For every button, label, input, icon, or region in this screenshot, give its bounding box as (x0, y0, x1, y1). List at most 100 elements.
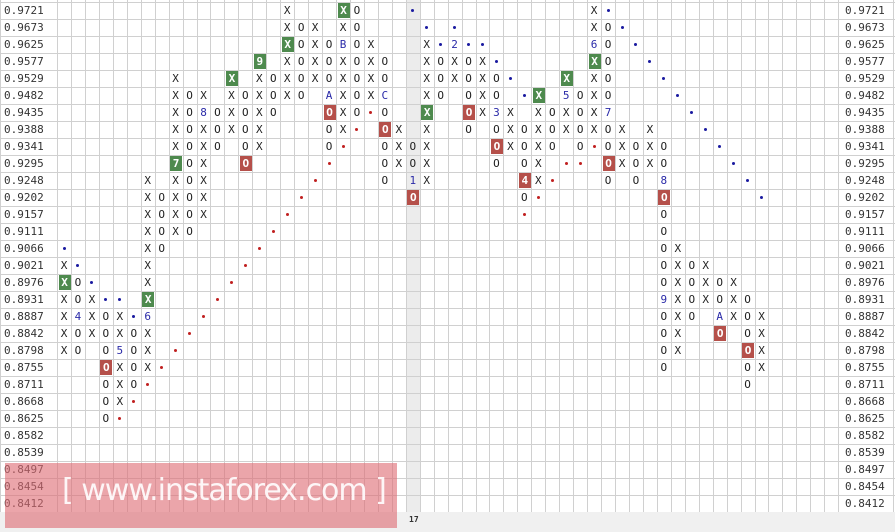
grid-line-h (0, 495, 895, 496)
blue-trend-dot (746, 179, 750, 182)
o-box: O (214, 140, 221, 153)
red-trend-dot (578, 162, 582, 165)
month-marker: 9 (660, 293, 668, 306)
o-box: O (437, 72, 444, 85)
x-box: X (200, 140, 207, 153)
month-marker: C (381, 89, 389, 102)
grid-line-h (0, 121, 895, 122)
grid-line-v (893, 0, 894, 512)
highlighted-o-box: O (463, 105, 476, 120)
month-marker: 1 (409, 174, 417, 187)
x-box: X (702, 276, 709, 289)
grid-line-v (322, 0, 323, 512)
x-box: X (283, 89, 291, 102)
month-marker: 8 (200, 106, 207, 119)
o-box: O (74, 276, 82, 289)
price-label-right: 0.9577 (845, 55, 885, 68)
o-box: O (158, 191, 165, 204)
red-trend-dot (592, 145, 596, 148)
grid-line-v (392, 0, 393, 512)
x-box: X (562, 123, 570, 136)
highlighted-o-box: O (714, 326, 727, 341)
highlighted-o-box: O (407, 190, 420, 205)
x-box: X (144, 327, 151, 340)
grid-line-h (0, 444, 895, 445)
x-box: X (758, 310, 765, 323)
o-box: O (130, 344, 138, 357)
o-box: O (437, 89, 444, 102)
x-box: X (255, 89, 263, 102)
price-label-left: 0.8625 (4, 412, 44, 425)
grid-line-v (378, 0, 379, 512)
o-box: O (74, 293, 82, 306)
price-label-right: 0.8842 (845, 327, 885, 340)
x-box: X (339, 106, 347, 119)
x-box: X (423, 89, 430, 102)
x-box: X (311, 55, 319, 68)
blue-trend-dot (662, 77, 666, 80)
o-box: O (381, 157, 389, 170)
o-box: O (186, 191, 193, 204)
red-trend-dot (132, 400, 136, 403)
grid-line-v (71, 0, 72, 512)
o-box: O (660, 259, 668, 272)
o-box: O (353, 89, 361, 102)
o-box: O (716, 276, 723, 289)
o-box: O (576, 106, 584, 119)
x-box: X (395, 140, 403, 153)
grid-line-h (0, 19, 895, 20)
blue-trend-dot (453, 26, 457, 29)
x-box: X (507, 106, 514, 119)
watermark-logo-text: [ www.instaforex.com ] (62, 473, 387, 508)
grid-line-v (643, 0, 644, 512)
grid-line-v (169, 0, 170, 512)
x-box: X (534, 106, 542, 119)
red-trend-dot (160, 366, 164, 369)
x-box: X (395, 123, 403, 136)
o-box: O (660, 276, 668, 289)
x-box: X (200, 208, 207, 221)
highlighted-x-box: X (421, 105, 434, 120)
red-trend-dot (174, 349, 178, 352)
o-box: O (186, 174, 193, 187)
grid-line-v (517, 0, 518, 512)
grid-line-h (0, 257, 895, 258)
blue-trend-dot (62, 247, 66, 250)
x-box: X (116, 361, 124, 374)
highlighted-x-box: X (58, 275, 71, 290)
month-marker: 7 (604, 106, 612, 119)
grid-line-v (489, 0, 490, 512)
o-box: O (381, 106, 389, 119)
blue-trend-dot (704, 128, 708, 131)
x-box: X (646, 157, 654, 170)
o-box: O (604, 72, 612, 85)
highlighted-o-box: O (602, 156, 615, 171)
o-box: O (242, 106, 249, 119)
month-marker: 5 (116, 344, 124, 357)
x-box: X (60, 327, 68, 340)
x-box: X (172, 191, 179, 204)
price-label-right: 0.8625 (845, 412, 885, 425)
grid-line-h (0, 342, 895, 343)
red-trend-dot (285, 213, 289, 216)
month-marker: 8 (660, 174, 668, 187)
grid-line-h (0, 308, 895, 309)
o-box: O (688, 259, 696, 272)
o-box: O (353, 55, 361, 68)
x-box: X (758, 361, 765, 374)
grid-line-v (57, 0, 58, 512)
blue-trend-dot (494, 60, 498, 63)
o-box: O (102, 310, 110, 323)
x-box: X (702, 259, 709, 272)
x-box: X (534, 157, 542, 170)
red-trend-dot (327, 162, 331, 165)
column-number-label: 17 (409, 515, 419, 524)
o-box: O (186, 208, 193, 221)
o-box: O (381, 72, 389, 85)
o-box: O (521, 157, 528, 170)
x-box: X (144, 191, 151, 204)
price-label-right: 0.9673 (845, 21, 885, 34)
x-box: X (283, 55, 291, 68)
grid-line-v (99, 0, 100, 512)
price-label-right: 0.8412 (845, 497, 885, 510)
